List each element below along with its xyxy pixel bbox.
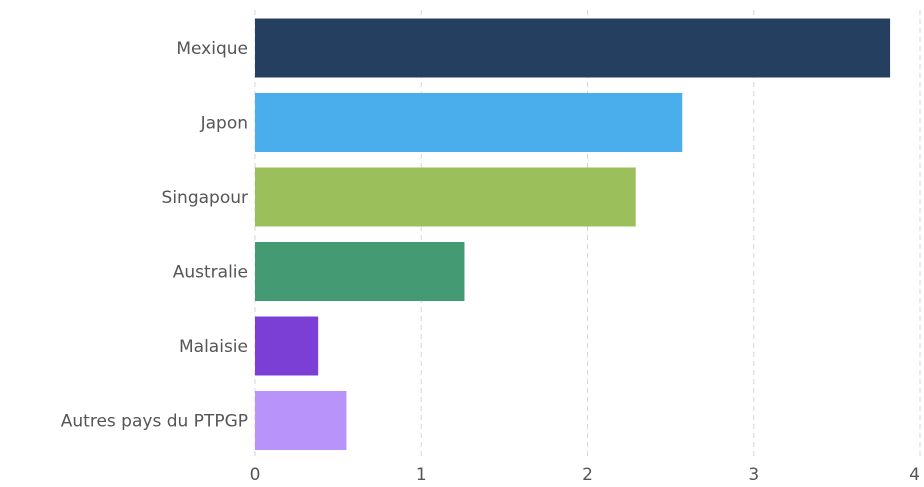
bar (255, 18, 891, 78)
category-label: Malaisie (179, 337, 248, 357)
bar (255, 167, 636, 227)
category-label: Autres pays du PTPGP (61, 412, 248, 432)
bar (255, 391, 347, 450)
grid-lines (254, 10, 921, 458)
x-tick-label: 0 (250, 465, 261, 485)
bars (255, 18, 891, 450)
category-label: Japon (200, 114, 248, 134)
category-labels: Mexique Japon Singapour Australie Malaisie Au… (61, 39, 248, 432)
bar (255, 316, 319, 376)
category-label: Australie (173, 263, 248, 283)
x-axis-tick-labels: 0 1 2 3 4 (250, 465, 920, 485)
category-label: Singapour (162, 188, 248, 208)
x-tick-label: 3 (748, 465, 759, 485)
bar (255, 93, 683, 152)
category-label: Mexique (176, 39, 248, 59)
x-tick-label: 4 (909, 465, 920, 485)
x-tick-label: 1 (416, 465, 427, 485)
x-tick-label: 2 (582, 465, 593, 485)
bar (255, 242, 465, 301)
